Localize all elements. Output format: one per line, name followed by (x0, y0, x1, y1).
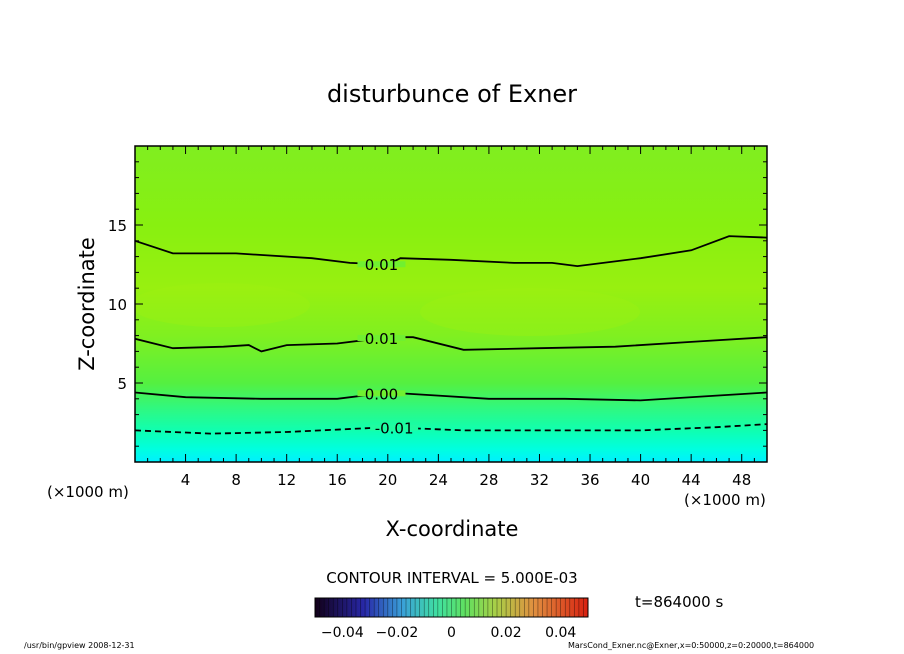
chart-title: disturbunce of Exner (327, 80, 577, 108)
x-tick-label: 20 (378, 471, 397, 489)
y-tick-label: 10 (108, 296, 127, 314)
contour-gap-2 (357, 390, 406, 397)
colorbar-tick-label: −0.04 (321, 625, 364, 641)
field-highlight-left (135, 283, 310, 327)
contour-labels: 0.01 0.01 0.00 -0.01 (365, 256, 414, 438)
contour-label-2: 0.00 (365, 385, 398, 403)
colorbar-tick-label: 0.02 (491, 625, 522, 641)
field-highlight-right (420, 288, 640, 336)
contour-label-0: 0.01 (365, 256, 398, 274)
contour-gap-3 (370, 424, 419, 431)
y-tick-label: 5 (117, 375, 127, 393)
y-axis: 5 10 15 (108, 161, 767, 447)
time-label: t=864000 s (635, 593, 723, 611)
colorbar-tick-label: 0.04 (545, 625, 576, 641)
x-axis: 4 8 12 16 20 24 28 32 36 40 44 48 (147, 146, 755, 489)
x-tick-label: 24 (429, 471, 448, 489)
footer-left: /usr/bin/gpview 2008-12-31 (24, 641, 135, 650)
contour-label-3: -0.01 (375, 420, 414, 438)
x-tick-label: 36 (580, 471, 599, 489)
x-axis-label: X-coordinate (386, 517, 519, 541)
contour-gap-1 (357, 334, 406, 341)
colorbar-tick-label: 0 (447, 625, 456, 641)
x-tick-label: 4 (181, 471, 191, 489)
contour-line-3 (135, 423, 767, 435)
x-unit-left: (×1000 m) (47, 483, 129, 501)
y-tick-label: 15 (108, 217, 127, 235)
contour-label-1: 0.01 (365, 330, 398, 348)
x-tick-label: 8 (231, 471, 241, 489)
y-axis-label: Z-coordinate (75, 237, 99, 371)
colorbar-tick-label: −0.02 (375, 625, 418, 641)
x-tick-label: 44 (682, 471, 701, 489)
contour-line-2 (135, 391, 767, 402)
contour-interval-label: CONTOUR INTERVAL = 5.000E-03 (326, 569, 577, 587)
x-tick-label: 12 (277, 471, 296, 489)
x-tick-label: 28 (479, 471, 498, 489)
footer-right: MarsCond_Exner.nc@Exner,x=0:50000,z=0:20… (568, 641, 815, 650)
contour-gap-0 (357, 261, 406, 268)
x-tick-label: 16 (328, 471, 347, 489)
colorbar-ticks: −0.04 −0.02 0 0.02 0.04 (321, 625, 577, 641)
x-unit-right: (×1000 m) (684, 491, 766, 509)
contour-line-0 (135, 235, 767, 268)
plot-field (135, 146, 767, 462)
x-tick-label: 32 (530, 471, 549, 489)
x-tick-label: 40 (631, 471, 650, 489)
x-tick-label: 48 (732, 471, 751, 489)
colorbar-stripes (319, 598, 584, 617)
contour-lines (135, 235, 767, 435)
